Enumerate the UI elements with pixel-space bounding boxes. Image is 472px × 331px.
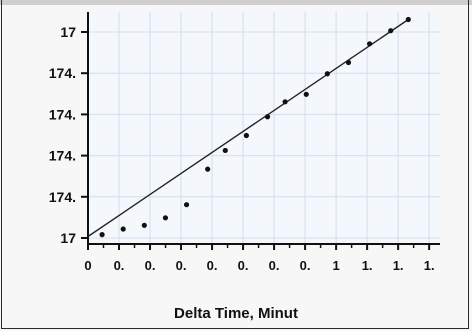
x-tick-label: 0 — [84, 258, 91, 273]
y-tick-label: 17 — [60, 24, 76, 40]
x-tick-label: 0. — [176, 258, 187, 273]
data-point — [120, 226, 126, 232]
x-tick-label: 1 — [332, 258, 339, 273]
data-point — [367, 41, 373, 47]
y-tick-label: 17 — [60, 230, 76, 246]
data-point — [99, 232, 105, 238]
tick-label-layer: 0 0. 0. 0. 0. 0. 0. 0. 1 1. 1. 1. 17 174. 174. 174. 174.… — [49, 24, 435, 273]
axis-layer — [81, 12, 440, 250]
x-tick-label: 0. — [207, 258, 218, 273]
x-tick-label: 0. — [269, 258, 280, 273]
data-point — [205, 166, 211, 172]
data-point — [388, 28, 394, 34]
y-tick-label: 174. — [49, 65, 76, 81]
plot-area — [88, 12, 440, 244]
data-point — [345, 59, 352, 66]
x-tick-label: 0. — [114, 258, 125, 273]
x-tick-label: 1. — [362, 258, 373, 273]
data-point — [141, 222, 147, 228]
y-tick-label: 174. — [49, 106, 76, 122]
y-tick-label: 174. — [49, 148, 76, 164]
y-tick-label: 174. — [49, 189, 76, 205]
x-tick-label: 1. — [393, 258, 404, 273]
x-axis-label: Delta Time, Minut — [174, 305, 298, 322]
grid-layer — [88, 12, 440, 244]
fit-line — [87, 18, 409, 238]
x-tick-label: 0. — [145, 258, 156, 273]
cropped-title-strip — [0, 0, 472, 5]
fit-line-layer — [87, 18, 409, 238]
data-point — [303, 91, 309, 97]
x-tick-label: 0. — [300, 258, 311, 273]
data-point — [324, 71, 330, 77]
x-tick-label: 0. — [238, 258, 249, 273]
data-point — [264, 114, 271, 120]
data-point — [183, 202, 190, 208]
x-tick-label: 1. — [424, 258, 435, 273]
data-point — [243, 132, 249, 139]
point-layer — [99, 16, 411, 238]
data-point — [222, 147, 228, 154]
data-point — [405, 16, 411, 23]
data-point — [282, 99, 288, 105]
data-point — [162, 215, 169, 221]
